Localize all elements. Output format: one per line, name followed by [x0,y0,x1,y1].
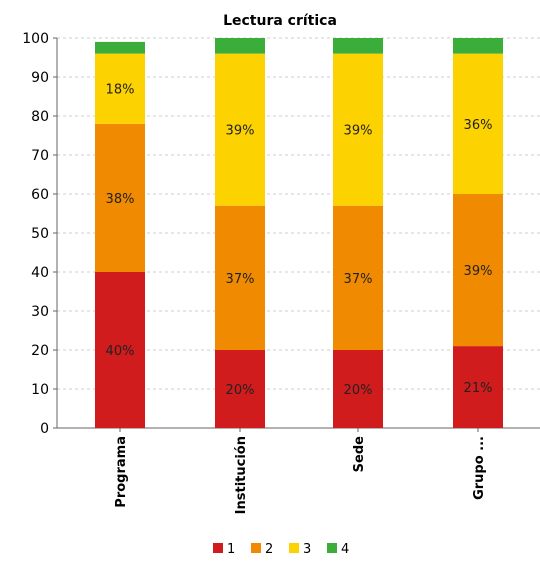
bar-segment[interactable] [453,53,503,194]
bar-segment[interactable] [95,123,145,272]
bar-segment[interactable] [215,205,265,350]
y-tick-label: 20 [31,343,49,359]
legend-swatch [289,543,299,553]
legend-item[interactable]: 3 [289,542,311,557]
bar-segment[interactable] [333,205,383,350]
x-tick-label: Institución [234,436,249,514]
legend-item[interactable]: 2 [251,542,273,557]
bar-segment[interactable] [453,194,503,347]
bar-segment[interactable] [95,53,145,124]
y-tick-label: 90 [31,70,49,86]
bar-segment[interactable] [333,53,383,206]
bar-segment[interactable] [453,346,503,428]
y-tick-label: 10 [31,382,49,398]
chart-title: Lectura crítica [223,13,337,29]
legend-item[interactable]: 1 [213,542,235,557]
bar-segment[interactable] [95,41,145,54]
bar-segment[interactable] [215,38,265,54]
legend-label: 2 [265,542,273,557]
legend: 1 2 3 4 [213,542,349,557]
bar-segment[interactable] [215,53,265,206]
data-label: 40% [106,344,135,359]
y-tick-label: 80 [31,109,49,125]
legend-label: 1 [227,542,235,557]
bar-segment[interactable] [333,350,383,428]
data-label: 36% [464,118,493,133]
legend-swatch [251,543,261,553]
y-tick-label: 50 [31,226,49,242]
data-label: 37% [226,272,255,287]
y-tick-label: 30 [31,304,49,320]
data-label: 20% [226,383,255,398]
x-tick-label: Programa [114,436,129,508]
legend-item[interactable]: 4 [327,542,349,557]
bar-segment[interactable] [215,350,265,428]
data-label: 39% [464,264,493,279]
legend-label: 3 [303,542,311,557]
data-label: 37% [344,272,373,287]
x-tick-label: Sede [352,436,367,472]
y-tick-label: 100 [22,31,49,47]
bar-segment[interactable] [453,38,503,54]
bar-segment[interactable] [95,272,145,428]
y-tick-label: 0 [40,421,49,437]
data-label: 39% [226,124,255,139]
legend-swatch [213,543,223,553]
data-label: 38% [106,192,135,207]
data-label: 21% [464,381,493,396]
data-label: 20% [344,383,373,398]
y-tick-label: 60 [31,187,49,203]
y-tick-label: 70 [31,148,49,164]
legend-swatch [327,543,337,553]
bar-segment[interactable] [333,38,383,54]
data-label: 39% [344,124,373,139]
x-tick-label: Grupo ... [472,436,487,500]
y-tick-label: 40 [31,265,49,281]
data-label: 18% [106,83,135,98]
legend-label: 4 [341,542,349,557]
